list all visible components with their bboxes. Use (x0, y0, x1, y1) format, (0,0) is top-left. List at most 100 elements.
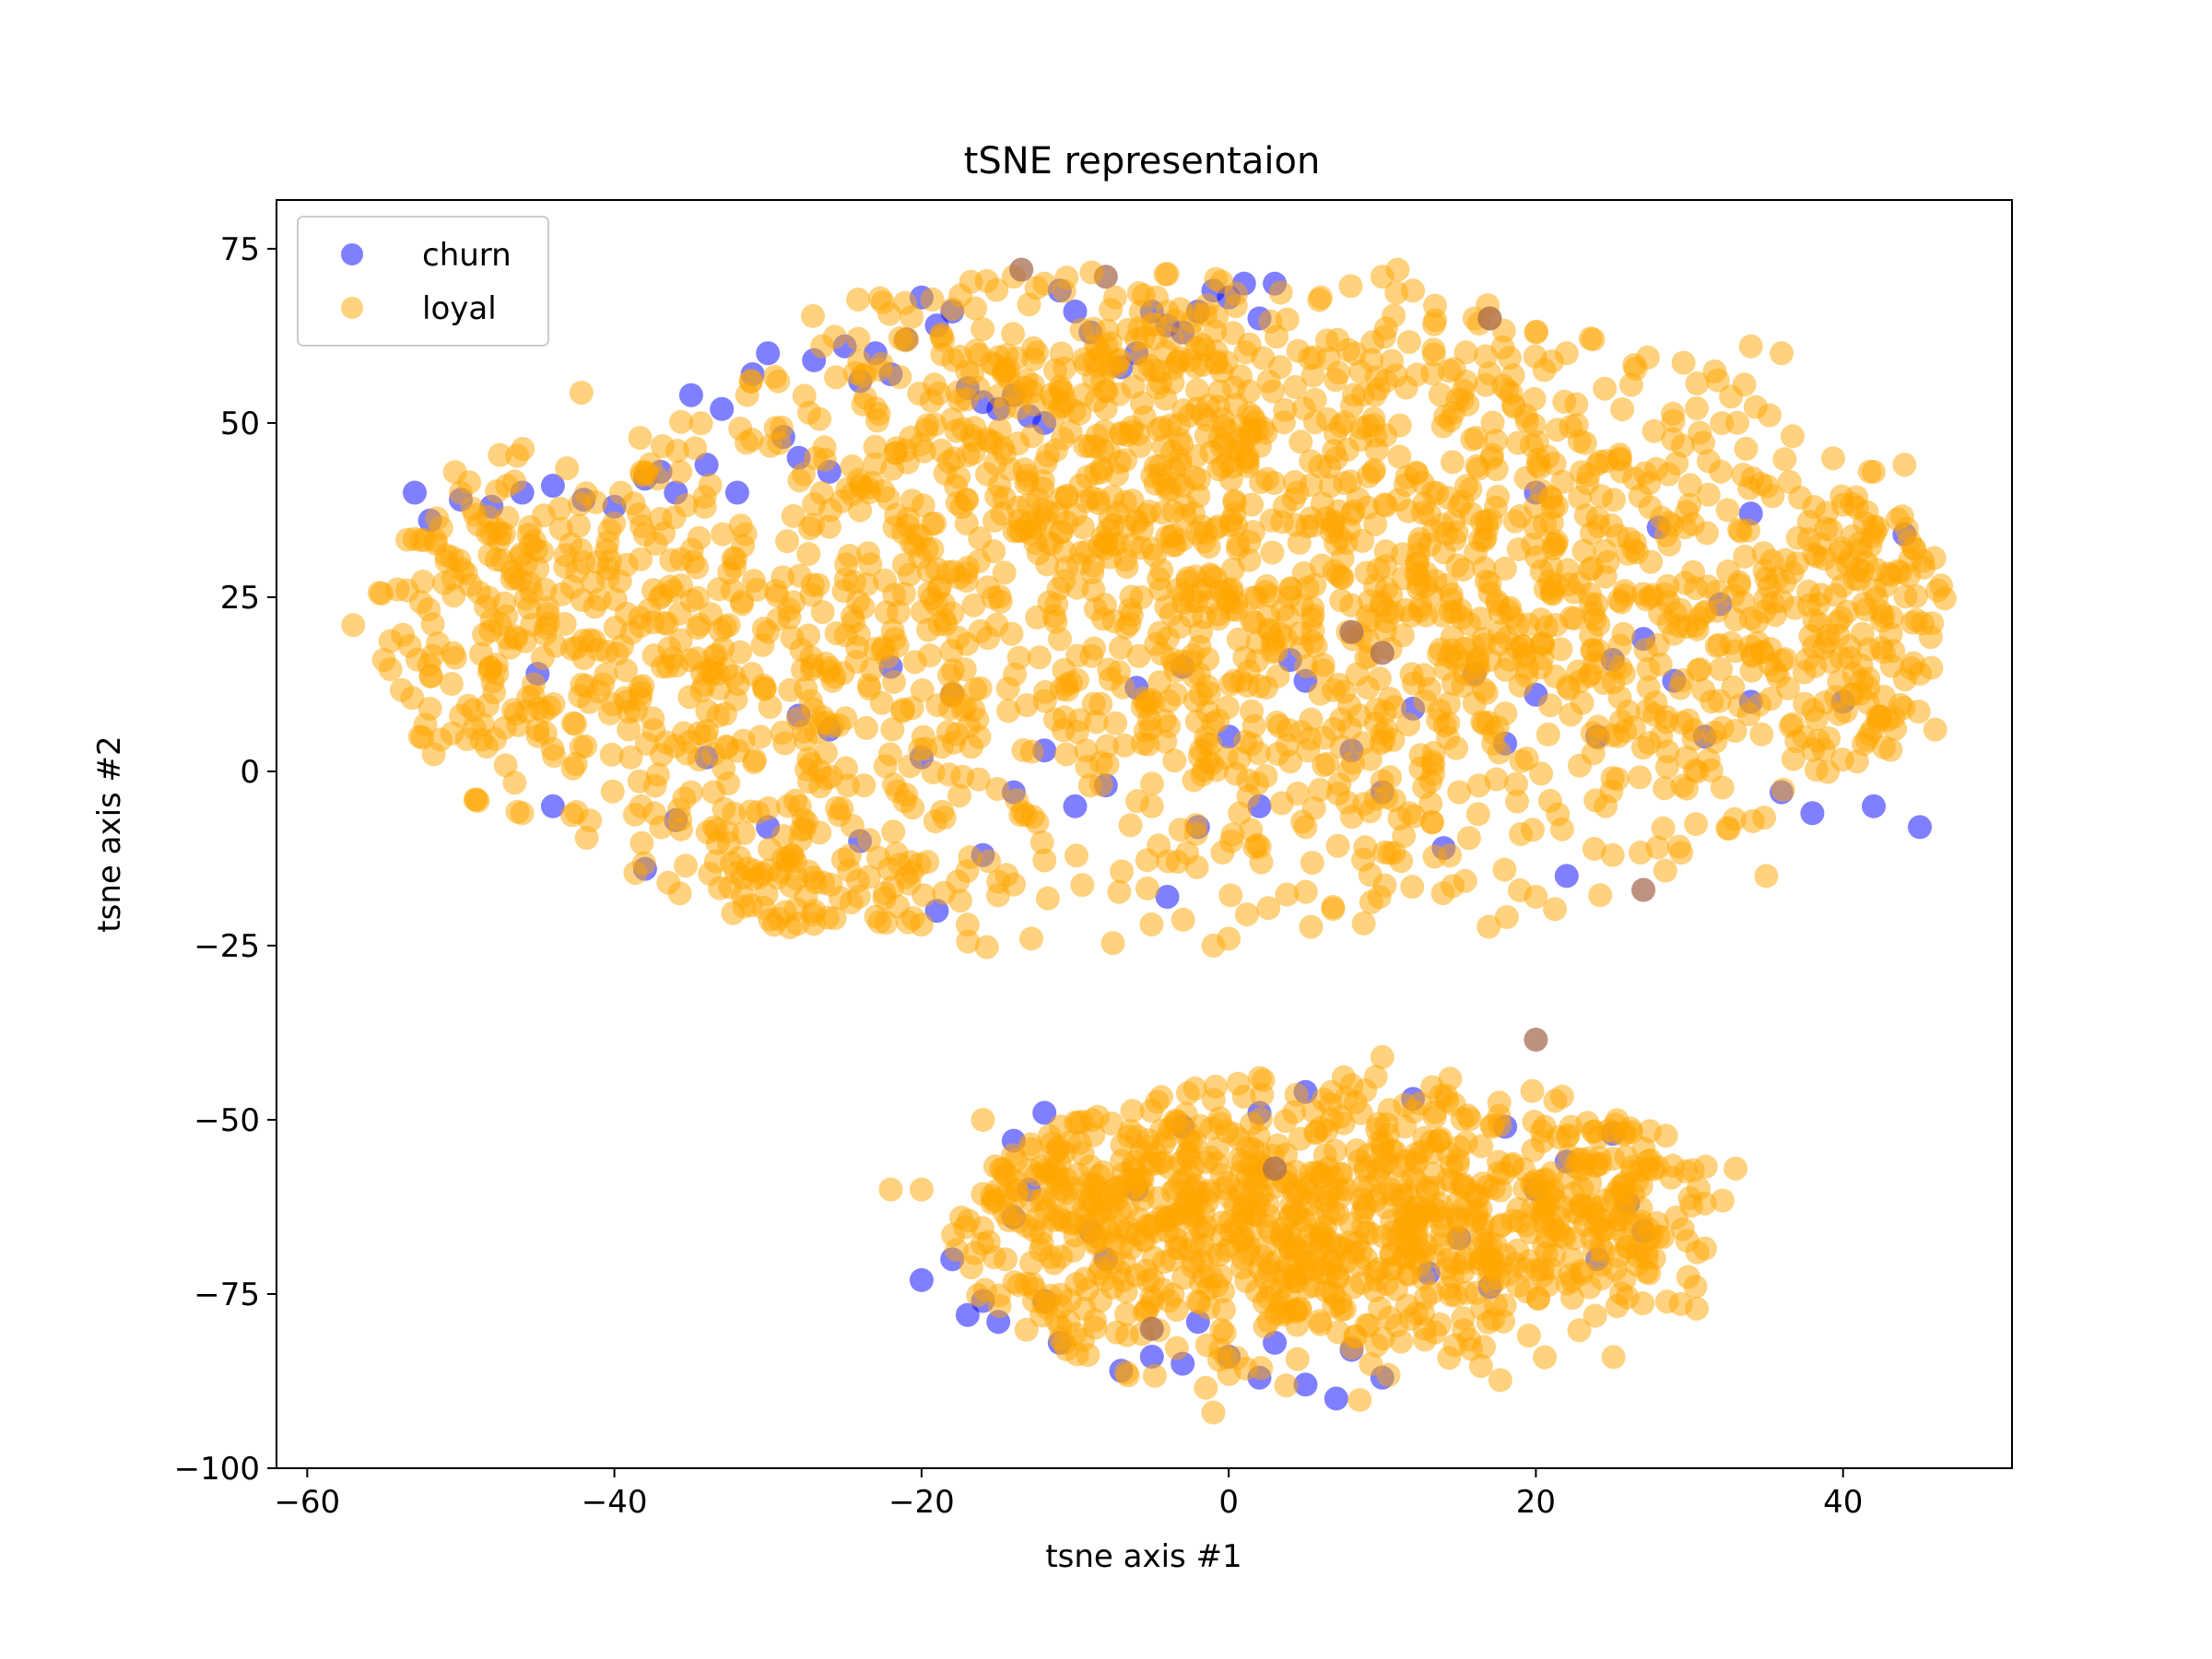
loyal-point (1539, 555, 1564, 580)
loyal-point (1339, 1073, 1364, 1098)
loyal-point (1696, 449, 1721, 474)
y-axis: 75 50 25 0 −25 −50 −75 −100 (174, 231, 276, 1488)
loyal-point (1633, 461, 1657, 486)
loyal-point (1019, 926, 1043, 951)
loyal-point (1837, 645, 1862, 670)
loyal-point (1054, 510, 1079, 535)
loyal-point (803, 870, 828, 895)
loyal-point (655, 654, 680, 679)
loyal-point (1282, 1198, 1307, 1223)
loyal-point (1051, 718, 1076, 743)
loyal-point (1139, 1099, 1164, 1124)
loyal-point (1273, 397, 1298, 422)
loyal-point (1058, 1130, 1082, 1155)
loyal-point (1017, 292, 1041, 317)
loyal-point (1325, 833, 1350, 858)
loyal-point (1088, 1288, 1112, 1313)
loyal-point (1736, 702, 1761, 726)
loyal-point (1477, 571, 1502, 595)
loyal-point (1308, 1312, 1333, 1336)
y-tick-label: −25 (194, 928, 260, 965)
loyal-point (1524, 429, 1549, 454)
loyal-point (1740, 466, 1765, 490)
loyal-point (1624, 540, 1649, 565)
loyal-point (1635, 698, 1660, 723)
loyal-point (1865, 515, 1889, 540)
churn-point (1063, 300, 1088, 324)
loyal-point (1325, 327, 1350, 352)
loyal-point (1358, 747, 1382, 771)
loyal-point (1075, 754, 1100, 779)
loyal-point (756, 796, 781, 820)
loyal-point (950, 764, 975, 789)
loyal-point (1631, 877, 1656, 902)
loyal-point (1677, 473, 1702, 498)
loyal-point (1318, 474, 1343, 499)
loyal-point (1065, 1111, 1090, 1135)
loyal-point (1309, 1115, 1334, 1140)
loyal-point (778, 677, 803, 702)
loyal-point (1124, 1263, 1148, 1288)
loyal-point (1524, 1028, 1548, 1052)
loyal-point (1763, 603, 1787, 628)
loyal-point (1076, 465, 1100, 489)
loyal-point (775, 529, 800, 554)
loyal-point (1417, 677, 1441, 701)
loyal-point (946, 869, 971, 894)
chart-title: tSNE representaion (964, 140, 1321, 182)
loyal-point (402, 526, 427, 551)
loyal-point (1288, 429, 1313, 454)
loyal-point (1296, 738, 1321, 763)
loyal-point (900, 488, 924, 513)
loyal-point (830, 796, 854, 821)
loyal-point (916, 618, 941, 642)
loyal-point (1081, 578, 1106, 602)
loyal-point (494, 604, 519, 629)
loyal-point (1076, 1343, 1100, 1368)
loyal-point (1788, 486, 1813, 510)
loyal-point (870, 637, 895, 662)
loyal-point (796, 542, 821, 567)
loyal-point (1474, 680, 1499, 705)
loyal-point (410, 725, 435, 750)
loyal-point (1422, 844, 1447, 869)
loyal-point (770, 720, 794, 745)
loyal-point (1372, 873, 1397, 898)
loyal-point (1595, 549, 1620, 574)
loyal-point (1030, 830, 1054, 854)
loyal-point (1856, 676, 1881, 700)
loyal-point (780, 843, 805, 868)
loyal-point (1422, 1100, 1447, 1124)
loyal-point (1641, 418, 1666, 443)
loyal-point (1535, 722, 1560, 747)
loyal-point (1430, 414, 1455, 439)
loyal-point (1203, 516, 1228, 541)
loyal-point (1288, 1126, 1312, 1151)
loyal-point (1922, 546, 1947, 571)
loyal-point (1218, 829, 1243, 853)
loyal-point (1223, 294, 1248, 319)
loyal-point (628, 676, 653, 700)
loyal-point (495, 474, 519, 498)
loyal-point (1550, 1223, 1575, 1248)
loyal-point (856, 673, 881, 698)
loyal-point (1420, 480, 1445, 505)
loyal-point (1001, 322, 1026, 347)
loyal-point (810, 600, 835, 625)
loyal-point (1233, 1356, 1258, 1381)
loyal-point (1196, 1295, 1221, 1320)
loyal-point (1366, 376, 1391, 401)
loyal-point (1347, 1148, 1371, 1173)
loyal-point (1784, 729, 1809, 754)
y-tick-label: 75 (220, 231, 260, 268)
loyal-point (1418, 791, 1443, 816)
loyal-point (1114, 1323, 1139, 1347)
loyal-point (503, 624, 528, 649)
loyal-point (1670, 1217, 1695, 1241)
loyal-point (535, 595, 560, 620)
loyal-point (992, 486, 1017, 511)
loyal-point (1579, 623, 1604, 648)
loyal-point (797, 770, 821, 794)
loyal-point (910, 599, 935, 624)
loyal-point (909, 1177, 934, 1202)
